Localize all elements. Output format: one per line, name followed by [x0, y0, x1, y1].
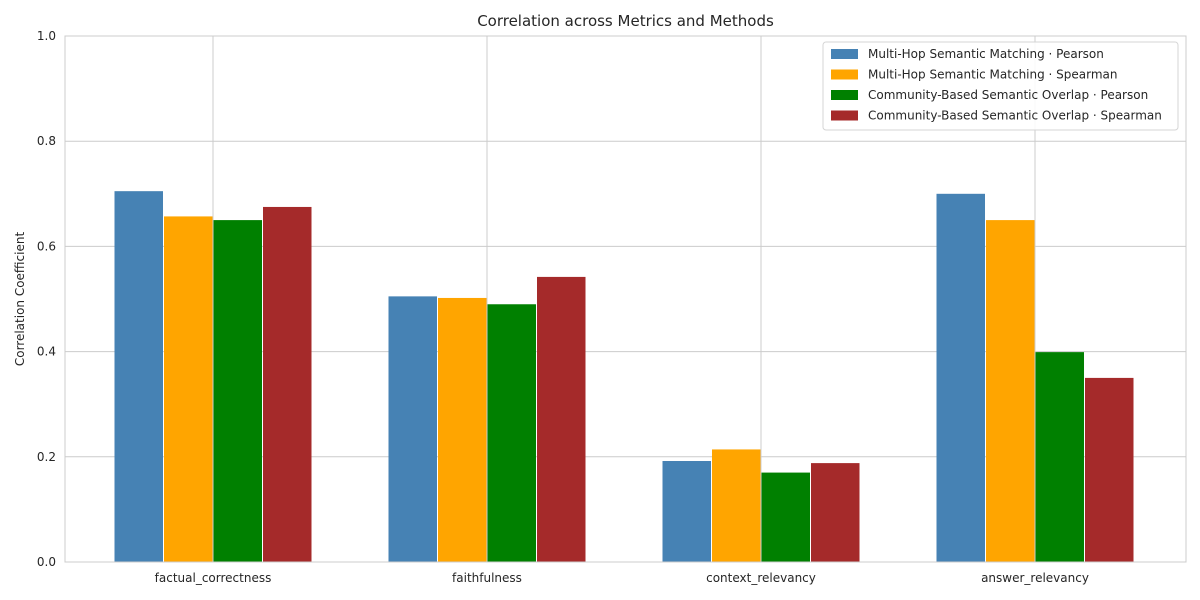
bar [986, 220, 1035, 562]
legend-frame [822, 41, 1179, 131]
bar [487, 304, 536, 562]
y-axis-label: Correlation Coefficient [13, 232, 27, 367]
bar [1035, 352, 1084, 562]
y-tick-label: 1.0 [37, 29, 56, 43]
bars [114, 191, 1134, 563]
y-tick-label: 0.6 [37, 239, 56, 253]
x-tick-label: factual_correctness [155, 571, 272, 585]
plot-frame [64, 35, 1187, 563]
legend-label: Multi-Hop Semantic Matching · Pearson [868, 47, 1104, 61]
legend-swatch [831, 69, 858, 80]
legend-swatch [831, 110, 858, 121]
bar [213, 220, 262, 562]
x-tick-label: faithfulness [452, 571, 522, 585]
legend-label: Community-Based Semantic Overlap · Pears… [868, 88, 1148, 102]
bar [388, 296, 437, 562]
bar [662, 461, 711, 562]
bar [114, 191, 163, 563]
bar [1085, 377, 1134, 562]
legend-label: Multi-Hop Semantic Matching · Spearman [868, 68, 1118, 82]
x-tick-label: context_relevancy [706, 571, 816, 585]
legend-swatch [831, 90, 858, 100]
bar [438, 297, 487, 562]
legend-swatch [831, 49, 858, 59]
y-tick-label: 0.2 [37, 450, 56, 464]
bar [164, 216, 213, 562]
bar [761, 472, 810, 562]
x-tick-label: answer_relevancy [981, 571, 1089, 585]
bar [936, 193, 985, 563]
y-tick-label: 0.8 [37, 134, 56, 148]
legend-label: Community-Based Semantic Overlap · Spear… [868, 109, 1162, 123]
bar [712, 449, 761, 562]
bar [537, 276, 586, 562]
y-tick-label: 0.4 [37, 345, 56, 359]
chart-title: Correlation across Metrics and Methods [477, 12, 774, 30]
y-tick-label: 0.0 [37, 555, 56, 569]
bar [811, 463, 860, 562]
legend: Multi-Hop Semantic Matching · Pearson Mul… [822, 41, 1179, 131]
bar [263, 206, 312, 562]
tick-labels: 0.0 0.2 0.4 0.6 0.8 1.0 factual_correctness fai… [37, 29, 1089, 585]
